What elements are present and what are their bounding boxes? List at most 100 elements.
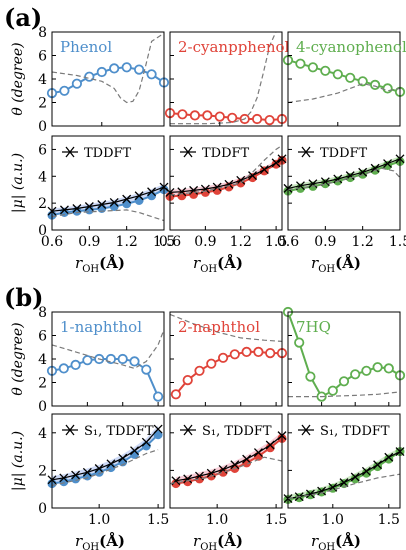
tddft-cross-marker-2 <box>71 470 81 480</box>
dashed-curve <box>169 144 283 196</box>
tddft-line <box>287 158 401 189</box>
tddft-cross-marker-5 <box>339 478 349 488</box>
panel-title: 1-naphthol <box>60 318 142 336</box>
data-point-6 <box>122 199 132 209</box>
x-axis-label: rOH(Å) <box>311 254 361 275</box>
data-point-1 <box>59 85 70 96</box>
y-tick-label: 2 <box>38 463 47 479</box>
legend-cross-icon <box>62 146 78 158</box>
dashed-curve <box>51 329 165 370</box>
x-tick-label: 0.9 <box>314 234 336 250</box>
x-axis-label: rOH(Å) <box>193 532 243 550</box>
tddft-cross-marker-7 <box>361 466 371 476</box>
panel-title: 7HQ <box>296 318 331 336</box>
data-point-9 <box>153 430 163 440</box>
data-point-1 <box>58 363 69 374</box>
data-point-2 <box>194 365 205 376</box>
y-tick-label: 4 <box>38 72 47 88</box>
tddft-cross-marker-8 <box>265 440 275 450</box>
data-point-9 <box>153 391 164 402</box>
x-tick-label: 1.0 <box>322 512 344 528</box>
dashed-curve <box>287 473 401 500</box>
tddft-cross-marker-6 <box>358 167 368 177</box>
tddft-cross-marker-6 <box>350 472 360 482</box>
tddft-cross-marker-8 <box>147 187 157 197</box>
x-tick-label: 1.5 <box>265 234 287 250</box>
legend-cross-icon <box>180 146 196 158</box>
theta-axis-label: θ (degree) <box>10 322 26 395</box>
tddft-cross-marker-9 <box>384 452 394 462</box>
tddft-cross-marker-3 <box>82 467 92 477</box>
data-point-6 <box>241 346 252 357</box>
legend-label: TDDFT <box>320 146 368 161</box>
tddft-cross-marker-8 <box>373 460 383 470</box>
y-tick-label: 4 <box>38 426 47 442</box>
x-tick-label: 1.5 <box>147 512 169 528</box>
axes-frame <box>51 413 165 509</box>
dashed-curve <box>288 391 401 398</box>
y-tick-label: 2 <box>38 196 47 212</box>
axes-frame <box>169 413 283 509</box>
data-point-8 <box>265 347 276 359</box>
plot-area <box>288 32 400 126</box>
x-tick-label: 1.2 <box>230 234 252 250</box>
x-tick-label: 1.2 <box>352 234 374 250</box>
plot-area <box>170 32 282 126</box>
x-tick-label: 1.0 <box>206 512 228 528</box>
dashed-curve <box>51 209 165 222</box>
data-point-2 <box>71 474 81 484</box>
y-tick-label: 6 <box>38 142 47 158</box>
legend-cross-icon <box>298 424 314 436</box>
subplot-b-hq7-mu: 1.0 1.5 S₁, TDDFT <box>283 413 405 528</box>
data-point-8 <box>147 191 157 201</box>
x-axis-label: rOH(Å) <box>193 254 243 275</box>
data-point-7 <box>361 365 372 376</box>
subplot-a-phenol-mu: 0 2 4 6 0.6 0.9 1.2 1.5 TDDFT <box>38 135 175 250</box>
data-line <box>51 188 165 217</box>
data-point-5 <box>227 112 238 123</box>
data-point-6 <box>350 369 361 380</box>
tddft-cross-marker-1 <box>59 205 69 215</box>
tddft-line <box>175 435 283 482</box>
legend-label: TDDFT <box>84 146 132 161</box>
x-tick-label: 1.5 <box>378 512 400 528</box>
tddft-cross-marker-2 <box>308 179 318 189</box>
data-point-9 <box>383 363 394 374</box>
tddft-cross-marker-7 <box>130 446 139 456</box>
data-point-7 <box>129 356 140 367</box>
subplot-a-cyano2-theta: 2-cyanpphenol <box>164 31 290 127</box>
x-tick-label: 0.6 <box>41 234 63 250</box>
x-tick-label: 1.0 <box>88 512 110 528</box>
x-tick-label: 0.6 <box>159 234 181 250</box>
legend-cross-icon <box>62 424 78 436</box>
data-line <box>287 59 401 93</box>
subplot-a-cyano4-theta: 4-cyanophenol <box>282 31 406 127</box>
theta-axis-label: θ (degree) <box>10 42 26 115</box>
tddft-cross-marker-4 <box>328 482 338 492</box>
subplot-b-naphthol1-theta: 0 2 4 6 8 1-naphthol <box>38 305 165 415</box>
data-point-7 <box>134 195 144 205</box>
data-point-3 <box>320 65 331 76</box>
data-point-2 <box>70 359 81 370</box>
legend-cross-icon <box>298 146 314 158</box>
tddft-cross-marker-5 <box>109 198 119 207</box>
plot-area <box>52 32 164 126</box>
tddft-cross-marker-5 <box>230 460 240 470</box>
x-tick-label: 0.9 <box>194 234 216 250</box>
data-point-3 <box>82 355 93 366</box>
tddft-cross-marker-3 <box>84 202 94 211</box>
y-tick-label: 0 <box>38 501 47 517</box>
tddft-cross-marker-7 <box>370 163 380 173</box>
x-axis-label: rOH(Å) <box>311 532 361 550</box>
data-line <box>51 66 165 95</box>
tddft-cross-marker-7 <box>134 191 144 201</box>
data-point-1 <box>59 477 69 487</box>
tddft-cross-marker-6 <box>242 454 252 464</box>
subplot-a-phenol-theta: 0 2 4 6 8 Phenol <box>38 25 170 135</box>
data-point-4 <box>332 69 343 80</box>
data-point-8 <box>141 364 152 375</box>
data-point-7 <box>134 64 145 75</box>
data-point-0 <box>170 389 181 400</box>
y-tick-label: 0 <box>38 399 47 415</box>
subplot-b-naphthol1-mu: 0 2 4 1.0 1.5 S₁, TDDFT <box>38 413 169 528</box>
